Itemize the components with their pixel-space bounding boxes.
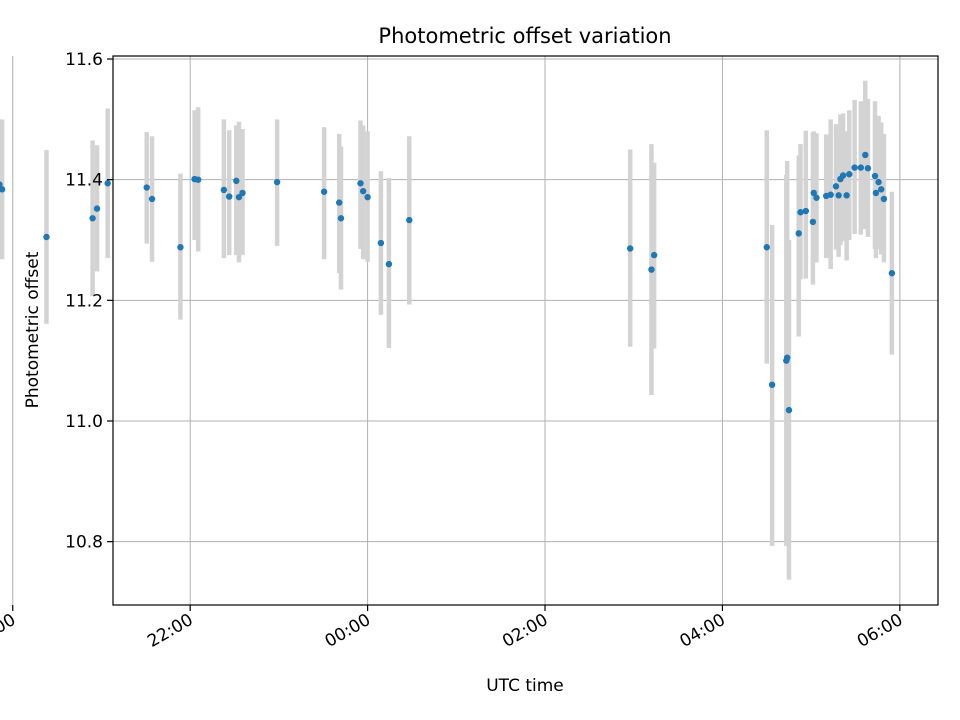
plot-area [0,55,939,606]
data-point [810,189,818,197]
y-axis-label: Photometric offset [23,251,43,408]
data-point [359,187,367,195]
data-point [768,381,776,388]
data-point [377,239,385,247]
data-point [235,193,243,201]
data-points [0,151,896,414]
data-point [851,164,858,171]
data-point [194,176,202,183]
data-point [783,354,791,361]
data-point [104,180,111,187]
data-point [785,406,793,414]
data-point [89,215,96,222]
data-point [875,178,882,186]
data-point [888,269,896,277]
data-point [763,244,770,251]
data-point [143,184,150,191]
data-point [880,195,888,203]
data-point [220,186,228,194]
y-tick-label: 11.2 [65,291,103,311]
data-point [626,245,634,252]
data-point [809,218,817,226]
y-tick-label: 11.6 [65,50,103,70]
data-point [650,251,658,259]
data-point [843,192,850,199]
data-point [871,172,879,180]
y-tick-label: 11.0 [65,412,103,432]
data-point [827,191,834,198]
data-point [43,233,50,241]
data-point [857,164,865,171]
axes-frame [112,55,939,606]
data-point [177,244,184,251]
data-point [862,151,869,159]
data-point [406,216,413,224]
data-point [846,171,853,178]
data-point [336,199,343,206]
data-point [273,178,281,186]
data-point [832,183,840,190]
data-point [93,205,101,212]
x-axis-label: UTC time [486,676,564,696]
data-point [226,193,233,200]
data-point [0,186,6,193]
chart-title: Photometric offset variation [378,24,671,48]
data-point [872,189,880,197]
data-point [648,266,655,273]
data-point [813,194,820,201]
data-point [797,209,804,216]
data-point [835,192,842,199]
data-point [239,189,246,197]
data-point [802,207,810,215]
y-tick-label: 11.4 [65,171,103,191]
y-axis-ticks: 10.8 11.0 11.2 11.4 11.6 [65,50,113,553]
data-point [878,186,885,193]
data-point [148,195,156,203]
data-point [233,177,240,185]
data-point [320,188,328,195]
data-point [357,180,364,187]
data-point [385,260,393,268]
data-point [364,193,371,201]
data-point [0,181,3,188]
y-tick-label: 10.8 [65,533,103,553]
data-point [864,165,872,172]
data-point [795,230,802,237]
data-point [839,172,847,179]
data-point [337,215,345,222]
